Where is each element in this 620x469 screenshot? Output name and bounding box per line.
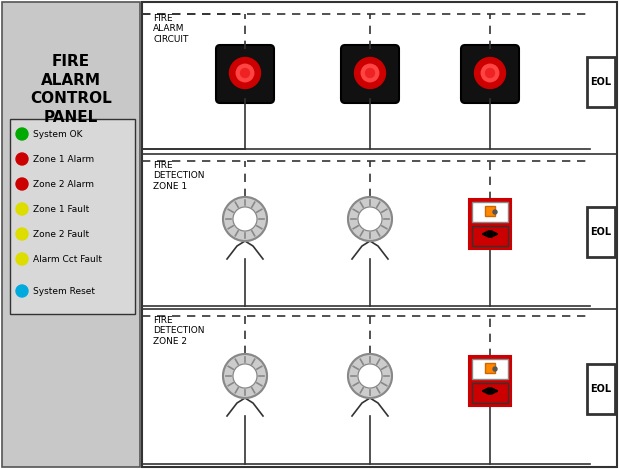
Circle shape [16,253,28,265]
Circle shape [485,68,495,77]
Text: FIRE
ALARM
CONTROL
PANEL: FIRE ALARM CONTROL PANEL [30,54,112,125]
Circle shape [223,197,267,241]
Circle shape [16,285,28,297]
Circle shape [16,178,28,190]
Circle shape [236,64,254,82]
Circle shape [487,231,493,237]
Bar [142,2,617,467]
Bar [587,57,615,107]
Text: Zone 2 Fault: Zone 2 Fault [33,229,89,239]
Text: FIRE
ALARM
CIRCUIT: FIRE ALARM CIRCUIT [153,14,188,44]
Text: System OK: System OK [33,129,82,138]
FancyBboxPatch shape [461,45,519,103]
Bar [485,206,495,216]
Bar [472,226,508,246]
FancyBboxPatch shape [216,45,274,103]
Circle shape [474,58,505,89]
Circle shape [223,354,267,398]
Circle shape [358,364,382,388]
Circle shape [233,364,257,388]
Bar [472,359,508,379]
Circle shape [348,197,392,241]
Circle shape [233,207,257,231]
Bar [469,199,511,249]
Circle shape [493,367,497,371]
Circle shape [16,153,28,165]
Bar [472,383,508,403]
Circle shape [361,64,379,82]
Circle shape [16,203,28,215]
Text: Zone 2 Alarm: Zone 2 Alarm [33,180,94,189]
FancyBboxPatch shape [2,2,140,467]
Circle shape [16,128,28,140]
FancyBboxPatch shape [341,45,399,103]
Text: FIRE
DETECTION
ZONE 2: FIRE DETECTION ZONE 2 [153,316,205,346]
Circle shape [481,64,498,82]
Text: System Reset: System Reset [33,287,95,295]
Text: EOL: EOL [590,227,611,237]
Bar [469,356,511,406]
Circle shape [366,68,374,77]
Circle shape [348,354,392,398]
Text: FIRE
DETECTION
ZONE 1: FIRE DETECTION ZONE 1 [153,161,205,191]
Bar [472,202,508,222]
Bar [587,207,615,257]
Circle shape [487,388,493,394]
Circle shape [358,207,382,231]
Circle shape [241,68,249,77]
Text: EOL: EOL [590,384,611,394]
Circle shape [16,228,28,240]
FancyBboxPatch shape [10,119,135,314]
Text: Zone 1 Alarm: Zone 1 Alarm [33,154,94,164]
Text: Zone 1 Fault: Zone 1 Fault [33,204,89,213]
Text: EOL: EOL [590,77,611,87]
Bar [587,364,615,414]
Circle shape [229,58,260,89]
Bar [485,363,495,373]
Circle shape [493,210,497,214]
Circle shape [355,58,386,89]
Text: Alarm Cct Fault: Alarm Cct Fault [33,255,102,264]
